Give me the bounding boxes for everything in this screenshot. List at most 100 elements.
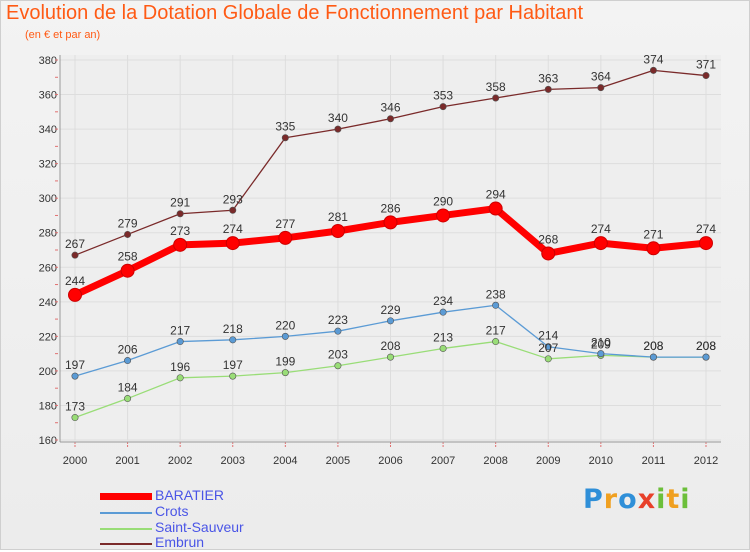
data-label-embrun: 371: [696, 58, 716, 72]
chart-title: Evolution de la Dotation Globale de Fonc…: [6, 2, 584, 24]
data-point-embrun: [281, 134, 289, 142]
logo-letter-2: o: [618, 484, 638, 515]
data-label-embrun: 363: [538, 71, 558, 85]
data-label-embrun: 267: [65, 237, 85, 251]
data-point-baratier: [173, 237, 188, 252]
data-label-saint-sauveur: 203: [328, 348, 348, 362]
x-tick-label: 2005: [326, 455, 350, 467]
y-tick-label: 320: [39, 159, 57, 171]
y-tick-label: 160: [39, 435, 57, 447]
data-label-embrun: 279: [118, 216, 138, 230]
x-tick-label: 2000: [63, 455, 87, 467]
data-point-baratier: [383, 215, 398, 230]
data-label-saint-sauveur: 213: [433, 330, 453, 344]
y-tick-label: 200: [39, 366, 57, 378]
logo-letter-6: i: [680, 484, 691, 515]
data-label-saint-sauveur: 208: [696, 339, 716, 353]
x-tick-label: 2006: [378, 455, 402, 467]
y-tick-label: 380: [39, 55, 57, 67]
data-point-embrun: [334, 125, 342, 133]
legend-swatch-crots: [100, 512, 152, 514]
data-point-baratier: [330, 224, 345, 238]
logo-letter-0: P: [583, 484, 604, 515]
data-point-embrun: [702, 72, 710, 80]
legend-swatch-saint-sauveur: [100, 528, 152, 530]
y-tick-label: 240: [39, 297, 57, 309]
data-label-baratier: 268: [538, 232, 558, 246]
series-lines: [68, 66, 713, 422]
data-label-baratier: 244: [65, 274, 85, 288]
x-tick-label: 2004: [273, 455, 297, 467]
data-point-baratier: [699, 236, 713, 251]
data-point-crots: [386, 317, 394, 325]
data-point-crots: [334, 327, 342, 335]
logo-letter-1: r: [603, 484, 619, 515]
x-tick-label: 2007: [431, 455, 455, 467]
x-tick-label: 2009: [536, 455, 560, 467]
data-label-embrun: 353: [433, 89, 453, 103]
data-label-baratier: 271: [643, 227, 663, 241]
data-label-baratier: 290: [433, 194, 453, 208]
data-point-baratier: [436, 208, 451, 223]
data-label-baratier: 274: [223, 222, 243, 236]
legend-swatch-embrun: [100, 543, 152, 545]
y-tick-label: 280: [39, 228, 57, 240]
data-point-baratier: [68, 287, 82, 302]
x-tick-label: 2002: [168, 455, 192, 467]
data-label-saint-sauveur: 208: [380, 339, 400, 353]
data-label-embrun: 335: [275, 120, 295, 134]
data-point-saint-sauveur: [281, 369, 289, 377]
legend-label-baratier: BARATIER: [155, 487, 224, 503]
data-point-saint-sauveur: [439, 344, 447, 352]
data-point-crots: [492, 301, 500, 309]
data-point-baratier: [541, 246, 556, 261]
y-tick-label: 340: [39, 124, 57, 136]
data-label-crots: 210: [591, 336, 611, 350]
data-point-saint-sauveur: [334, 362, 342, 370]
data-point-crots: [439, 308, 447, 316]
data-label-baratier: 258: [118, 250, 138, 264]
data-label-crots: 234: [433, 294, 453, 308]
legend-label-embrun: Embrun: [155, 534, 205, 550]
data-point-saint-sauveur: [386, 353, 394, 361]
data-label-saint-sauveur: 207: [538, 341, 558, 355]
data-label-embrun: 358: [486, 80, 506, 94]
data-point-embrun: [439, 103, 447, 111]
data-label-saint-sauveur: 196: [170, 360, 190, 374]
data-point-saint-sauveur: [176, 374, 184, 382]
data-labels: 244 258 273 274 277 281 286 290 294 268 274 271 274 1…: [65, 52, 716, 413]
data-label-crots: 208: [696, 339, 716, 353]
data-point-crots: [281, 332, 289, 340]
data-point-baratier: [278, 230, 293, 245]
data-label-saint-sauveur: 209: [591, 337, 611, 351]
data-label-crots: 208: [643, 339, 663, 353]
data-point-saint-sauveur: [544, 355, 552, 363]
data-point-crots: [544, 343, 552, 351]
y-tick-label: 260: [39, 262, 57, 274]
data-label-baratier: 274: [696, 222, 716, 236]
data-label-crots: 223: [328, 313, 348, 327]
data-label-baratier: 273: [170, 224, 190, 238]
y-tick-label: 360: [39, 90, 57, 102]
data-point-crots: [597, 350, 605, 358]
data-point-baratier: [488, 201, 503, 216]
data-label-baratier: 277: [275, 217, 295, 231]
data-point-crots: [71, 372, 79, 380]
y-tick-label: 220: [39, 331, 57, 343]
x-tick-label: 2008: [483, 455, 507, 467]
data-label-embrun: 293: [223, 192, 243, 206]
legend-label-crots: Crots: [155, 503, 189, 519]
data-point-embrun: [176, 210, 184, 218]
axes: 160 180 200 220 240 260 280 300 320 340 360 380 2000…: [39, 55, 721, 467]
logo-letter-4: i: [656, 484, 667, 515]
data-point-embrun: [597, 84, 605, 92]
data-label-embrun: 364: [591, 70, 611, 84]
data-label-saint-sauveur: 199: [275, 355, 295, 369]
x-tick-label: 2001: [115, 455, 139, 467]
data-label-crots: 217: [170, 324, 190, 338]
data-point-baratier: [593, 236, 608, 251]
data-label-saint-sauveur: 184: [118, 381, 138, 395]
data-label-embrun: 346: [380, 101, 400, 115]
data-point-embrun: [649, 66, 657, 74]
